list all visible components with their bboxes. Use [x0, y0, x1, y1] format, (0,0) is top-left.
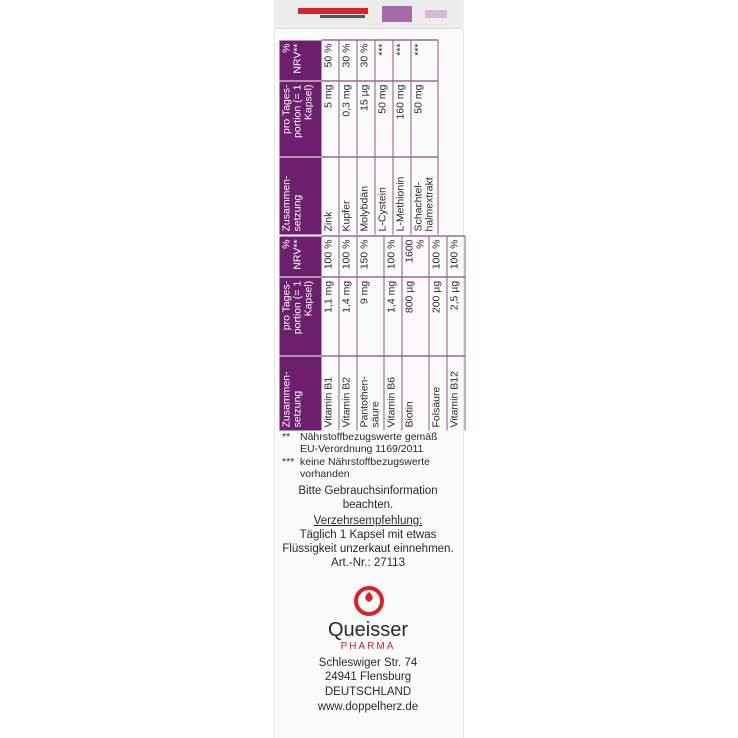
table-cell: Molybdän	[357, 156, 375, 235]
footnote-nrv: ** Nährstoffbezugswerte gemäß EU-Verordnun…	[282, 431, 438, 455]
table-cell: L-Methionin	[393, 156, 411, 235]
table-cell: 50 %	[321, 40, 339, 82]
table-cell: 50 mg	[375, 81, 393, 157]
dosage-line: Täglich 1 Kapsel mit etwas	[299, 529, 437, 541]
table-header: % NRV**	[279, 40, 322, 82]
table-cell: 5 mg	[321, 81, 339, 157]
table-cell: 2,5 µg	[447, 277, 465, 356]
table-row: Vitamin B12 2,5 µg 100 %	[447, 236, 465, 431]
table-header: Zusammen-setzung	[279, 355, 322, 431]
table-cell: 1,1 mg	[321, 277, 339, 356]
website: www.doppelherz.de	[317, 701, 419, 713]
table-cell: 150 %	[357, 236, 384, 278]
table-row: L-Methionin 160 mg ***	[393, 40, 411, 235]
table-cell: 100 %	[447, 236, 465, 278]
table-row: Molybdän 15 µg 30 %	[357, 40, 375, 235]
table-row: Vitamin B2 1,4 mg 100 %	[339, 236, 357, 431]
table-cell: Pantothen-säure	[357, 355, 384, 431]
table-cell: 100 %	[321, 236, 339, 278]
table-row: Pantothen-säure 9 mg 150 %	[357, 236, 384, 431]
table-header: pro Tages-portion (= 1 Kapsel)	[279, 277, 322, 356]
table-cell: ***	[411, 40, 438, 82]
table-row: L-Cystein 50 mg ***	[375, 40, 393, 235]
table-cell: Vitamin B1	[321, 355, 339, 431]
table-header: Zusammen-setzung	[279, 156, 322, 235]
table-cell: Vitamin B2	[339, 355, 357, 431]
table-row: Vitamin B6 1,4 mg 100 %	[384, 236, 402, 431]
table-row: Biotin 800 µg 1600 %	[402, 236, 429, 431]
table-cell: 160 mg	[393, 81, 411, 157]
article-number: Art.-Nr.: 27113	[331, 557, 405, 569]
table-cell: 30 %	[357, 40, 375, 82]
info-line: beachten.	[342, 499, 394, 511]
table-cell: Vitamin B12	[447, 355, 465, 431]
table-cell: 9 mg	[357, 277, 384, 356]
table-cell: 30 %	[339, 40, 357, 82]
table-cell: Vitamin B6	[384, 355, 402, 431]
brand-name: Queisser	[327, 619, 409, 641]
table-cell: Zink	[321, 156, 339, 235]
table-row: Schachtel-halmextrakt 50 mg ***	[411, 40, 438, 235]
table-cell: 1600 %	[402, 236, 429, 278]
table-cell: 50 mg	[411, 81, 438, 157]
table-cell: L-Cystein	[375, 156, 393, 235]
table-cell: Schachtel-halmextrakt	[411, 156, 438, 235]
dosage-heading: Verzehrsempfehlung:	[313, 515, 423, 527]
cap-purple-graphic	[382, 6, 412, 22]
table-header: pro Tages-portion (= 1 Kapsel)	[279, 81, 322, 157]
table-cell: 1,4 mg	[384, 277, 402, 356]
dosage-line: Flüssigkeit unzerkaut einnehmen.	[282, 543, 454, 555]
table-cell: 15 µg	[357, 81, 375, 157]
table-cell: Folsäure	[429, 355, 447, 431]
address-line: 24941 Flensburg	[324, 671, 412, 683]
table-cell: ***	[393, 40, 411, 82]
table-row: Folsäure 200 µg 100 %	[429, 236, 447, 431]
nutrition-table-vitamins: Zusammen-setzung pro Tages-portion (= 1 K…	[279, 236, 465, 431]
table-cell: 100 %	[384, 236, 402, 278]
cap-red-graphic	[298, 8, 368, 14]
table-cell: 0,3 mg	[339, 81, 357, 157]
table-header: % NRV**	[279, 236, 322, 278]
address-line: Schleswiger Str. 74	[318, 657, 418, 669]
nutrition-table-minerals: Zusammen-setzung pro Tages-portion (= 1 K…	[279, 40, 460, 235]
table-cell: ***	[375, 40, 393, 82]
table-cell: 100 %	[429, 236, 447, 278]
address-line: DEUTSCHLAND	[324, 686, 412, 698]
table-row: Kupfer 0,3 mg 30 %	[339, 40, 357, 235]
table-cell: 200 µg	[429, 277, 447, 356]
table-cell: 100 %	[339, 236, 357, 278]
queisser-logo-icon	[354, 586, 384, 616]
table-row: Vitamin B1 1,1 mg 100 %	[321, 236, 339, 431]
table-cell: Biotin	[402, 355, 429, 431]
cap-dark-graphic	[320, 15, 365, 18]
brand-sub: PHARMA	[340, 641, 396, 652]
footnote-no-nrv: *** keine Nährstoffbezugswerte vorhanden	[282, 456, 430, 480]
table-cell: Kupfer	[339, 156, 357, 235]
table-cell: 1,4 mg	[339, 277, 357, 356]
table-cell: 800 µg	[402, 277, 429, 356]
cap-light-purple-graphic	[425, 10, 447, 18]
info-line: Bitte Gebrauchsinformation	[298, 485, 438, 497]
table-row: Zink 5 mg 50 %	[321, 40, 339, 235]
